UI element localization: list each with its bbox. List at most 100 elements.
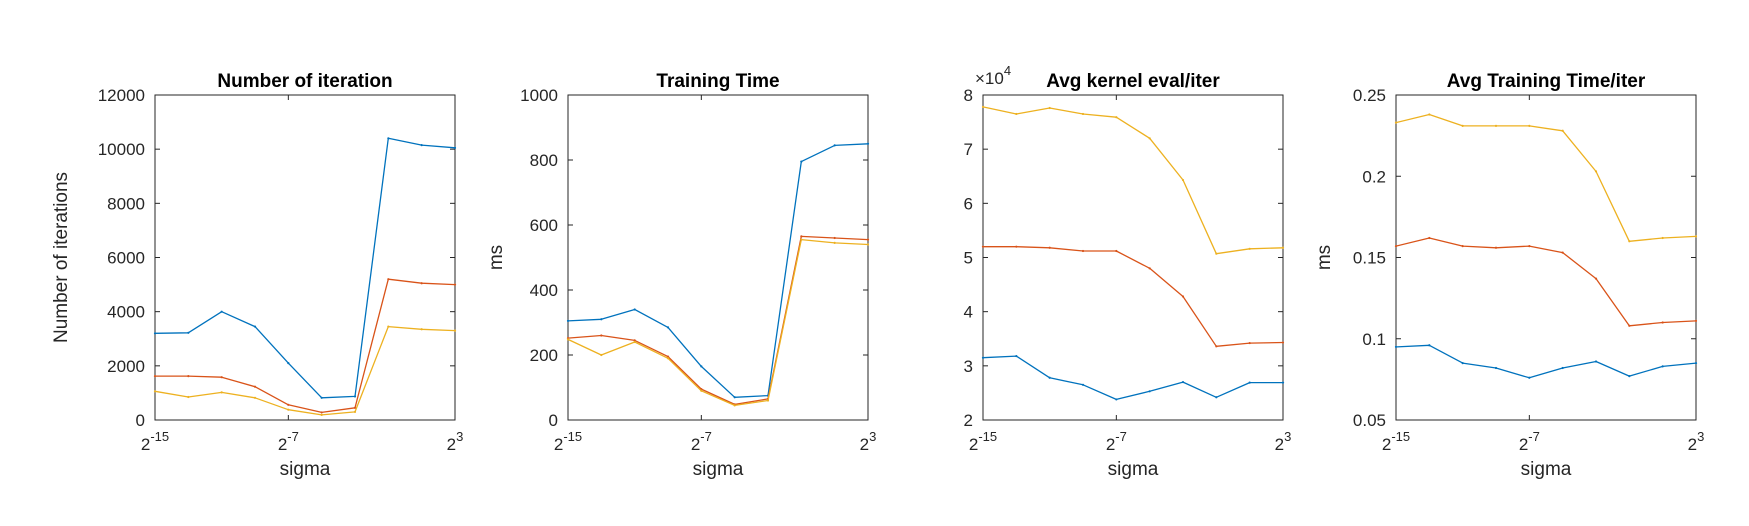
chart-title: Training Time [656, 71, 779, 92]
data-point [453, 146, 457, 149]
data-point [1428, 236, 1431, 240]
data-point [1394, 121, 1398, 124]
data-point [1215, 252, 1218, 255]
axes-box [1395, 94, 1697, 421]
data-point [220, 391, 223, 394]
y-tick-label: 12000 [98, 86, 145, 105]
y-tick-label: 400 [530, 281, 558, 300]
data-point [1461, 362, 1464, 365]
data-point [453, 329, 457, 332]
data-point [833, 144, 836, 147]
data-point [1148, 267, 1151, 270]
data-point [153, 332, 157, 335]
data-point [600, 353, 603, 357]
data-point [866, 238, 870, 241]
x-axis-label: sigma [693, 459, 744, 480]
x-axis-label: sigma [1108, 459, 1159, 480]
data-point [420, 328, 423, 331]
data-point [1661, 321, 1664, 324]
x-tick-label: 2-7 [691, 429, 712, 454]
data-point [733, 404, 736, 407]
data-point [1494, 124, 1498, 127]
y-tick-label: 0.15 [1353, 249, 1386, 268]
x-tick-label: 23 [1275, 429, 1292, 454]
data-point [420, 144, 423, 147]
y-tick-label: 2 [964, 411, 973, 430]
data-point [1594, 277, 1598, 280]
data-point [1115, 116, 1118, 119]
data-point [1115, 249, 1118, 253]
series-line-2 [1395, 237, 1697, 327]
y-tick-label: 0.25 [1353, 86, 1386, 105]
data-point [1461, 124, 1464, 127]
y-tick-label: 2000 [107, 357, 145, 376]
data-point [600, 334, 603, 337]
data-point [253, 385, 257, 388]
data-point [1461, 245, 1464, 248]
series-line-3 [982, 106, 1284, 255]
y-tick-label: 8000 [107, 194, 145, 213]
subplot-1: 0 2000 4000 6000 8000 10000 12000 2-15 2-7 23 Numb… [51, 71, 463, 480]
data-point [1148, 390, 1151, 393]
y-tick-label: 0.1 [1362, 330, 1386, 349]
data-point [981, 356, 985, 359]
data-point [833, 241, 836, 244]
data-point [1694, 319, 1698, 322]
data-point [666, 355, 670, 358]
subplot-2: 0 200 400 600 800 1000 2-15 2-7 23 Training Time s… [486, 71, 876, 480]
series-line-2 [567, 235, 869, 406]
data-point [1494, 366, 1498, 370]
data-point [1528, 376, 1531, 379]
data-point [700, 365, 703, 368]
data-point [866, 243, 870, 246]
data-point [1148, 137, 1151, 140]
data-point [633, 340, 636, 344]
data-point [253, 325, 257, 328]
data-point [800, 160, 803, 163]
x-tick-label: 2-15 [141, 429, 169, 454]
y-tick-label: 5 [964, 249, 973, 268]
data-point [1428, 344, 1431, 347]
data-point [353, 395, 357, 398]
data-point [700, 389, 703, 392]
data-point [1694, 235, 1698, 238]
data-point [187, 331, 190, 334]
data-point [1494, 246, 1498, 249]
data-point [420, 282, 423, 285]
x-tick-label: 2-7 [1106, 429, 1127, 454]
series-line-1 [154, 137, 456, 399]
data-point [320, 396, 323, 399]
y-axis-label: ms [1314, 245, 1335, 270]
series-line-3 [154, 325, 456, 416]
data-point [387, 325, 390, 328]
y-tick-label: 8 [964, 86, 973, 105]
data-point [733, 396, 736, 399]
x-tick-label: 2-15 [554, 429, 582, 454]
data-point [187, 395, 190, 399]
data-point [1181, 178, 1185, 182]
y-tick-label: 6000 [107, 249, 145, 268]
data-point [981, 105, 985, 109]
y-tick-label: 7 [964, 140, 973, 159]
data-point [1561, 366, 1564, 370]
data-point [1048, 246, 1051, 249]
data-point [1594, 170, 1598, 173]
data-point [1281, 381, 1285, 384]
x-tick-label: 2-15 [1382, 429, 1410, 454]
chart-title: Avg Training Time/iter [1447, 71, 1646, 92]
series-line-1 [567, 143, 869, 398]
y-tick-label: 200 [530, 346, 558, 365]
data-point [1594, 360, 1598, 363]
x-tick-label: 23 [1688, 429, 1705, 454]
y-tick-label: 6 [964, 194, 973, 213]
data-point [866, 142, 870, 145]
data-point [220, 310, 223, 313]
data-point [353, 410, 357, 413]
data-point [566, 338, 570, 341]
x-tick-label: 2-15 [969, 429, 997, 454]
data-point [220, 376, 223, 379]
data-point [1561, 129, 1564, 132]
data-point [1628, 240, 1631, 243]
y-tick-label: 800 [530, 151, 558, 170]
